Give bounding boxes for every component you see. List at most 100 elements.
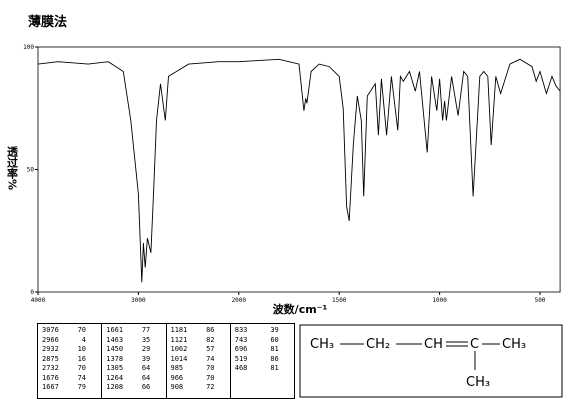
group: CH₃: [502, 337, 526, 352]
transmittance: 64: [141, 373, 151, 382]
transmittance: 74: [77, 373, 86, 382]
wavenumber: 3076: [42, 326, 59, 334]
table-column: 3076 70 2966 4 2932 10 2875 16 2732 70 1676 74 1667 7…: [38, 324, 103, 398]
table-row: 743 60: [235, 336, 279, 346]
transmittance: 29: [141, 345, 151, 353]
y-label: 透过率%: [6, 146, 19, 190]
x-tick-label: 1000: [432, 297, 447, 304]
wavenumber: 908: [170, 383, 184, 391]
structure: CH₃ CH₂ CH C CH₃ CH₃: [299, 324, 563, 398]
wavenumber: 1208: [106, 383, 124, 391]
wavenumber: 966: [170, 373, 184, 382]
transmittance: 86: [206, 326, 215, 334]
wavenumber: 743: [234, 335, 248, 344]
transmittance: 57: [206, 345, 215, 353]
table-row: 1181 86: [171, 326, 215, 336]
group: CH₃: [310, 337, 334, 352]
table-row: 1378 39: [106, 355, 150, 365]
wavenumber: 1014: [170, 354, 188, 363]
wavenumber: 696: [234, 345, 248, 353]
transmittance: 82: [206, 335, 215, 344]
table-row: 2732 70: [42, 364, 86, 374]
transmittance: 77: [141, 326, 151, 334]
transmittance: 70: [206, 364, 215, 372]
wavenumber: 1676: [42, 373, 59, 382]
peak-table: 3076 70 2966 4 2932 10 2875 16 2732 70 1676 74 1667 7…: [37, 323, 295, 399]
y-tick-label: 100: [23, 44, 34, 51]
table-row: 966 70: [171, 374, 215, 384]
wavenumber: 1463: [106, 335, 124, 344]
wavenumber: 468: [234, 364, 248, 372]
transmittance: 39: [270, 326, 279, 334]
table-row: 2966 4: [42, 336, 86, 346]
table-row: 1450 29: [106, 345, 150, 355]
table-row: 1062 57: [171, 345, 215, 355]
wavenumber: 2732: [42, 364, 59, 372]
wavenumber: 1450: [106, 345, 124, 353]
wavenumber: 1667: [42, 383, 59, 391]
group: C: [470, 337, 479, 352]
table-row: 1676 74: [42, 374, 86, 384]
table-row: 2932 10: [42, 345, 86, 355]
table-row: 985 70: [171, 364, 215, 374]
table-row: 696 81: [235, 345, 279, 355]
structure-box: [299, 324, 563, 398]
table-row: 908 72: [171, 383, 215, 393]
title: 薄膜法: [28, 14, 67, 30]
table-column: 1181 86 1121 82 1062 57 1014 74 985 70 966 70 908 72: [167, 324, 231, 398]
y-tick-label: 0: [30, 289, 34, 296]
table-row: 1014 74: [171, 355, 215, 365]
transmittance: 72: [206, 383, 215, 391]
table-row: 1121 82: [171, 336, 215, 346]
table-row: 1661 77: [106, 326, 150, 336]
y-tick-label: 50: [27, 167, 35, 174]
wavenumber: 1062: [170, 345, 188, 353]
transmittance: 81: [270, 364, 279, 372]
wavenumber: 1264: [106, 373, 124, 382]
group: CH₂: [366, 337, 390, 352]
table-row: 468 81: [235, 364, 279, 374]
transmittance: 70: [206, 373, 215, 382]
table-row: 519 86: [235, 355, 279, 365]
table-row: 1264 64: [106, 374, 150, 384]
table-row: 1667 79: [42, 383, 86, 393]
transmittance: 10: [77, 345, 86, 353]
table-row: 3076 70: [42, 326, 86, 336]
wavenumber: 833: [234, 326, 248, 334]
plot-frame: [37, 46, 561, 293]
group: CH: [424, 337, 443, 352]
transmittance: 74: [206, 354, 215, 363]
table-row: 1305 64: [106, 364, 150, 374]
x-tick-label: 2000: [232, 297, 247, 304]
transmittance: 4: [81, 335, 86, 344]
wavenumber: 1181: [170, 326, 188, 334]
table-column: 1661 77 1463 35 1450 29 1378 39 1305 64 1264 64 1208…: [102, 324, 167, 398]
transmittance: 39: [141, 354, 151, 363]
spectrum-line: [37, 58, 561, 283]
transmittance: 64: [141, 364, 151, 372]
transmittance: 70: [77, 364, 86, 372]
group: CH₃: [466, 375, 490, 390]
x-tick-label: 500: [535, 297, 546, 304]
transmittance: 35: [141, 335, 151, 344]
table-row: 2875 16: [42, 355, 86, 365]
wavenumber: 2932: [42, 345, 59, 353]
x-tick-label: 3000: [131, 297, 146, 304]
transmittance: 60: [270, 335, 279, 344]
wavenumber: 519: [234, 354, 248, 363]
x-tick-label: 1500: [332, 297, 347, 304]
wavenumber: 985: [170, 364, 184, 372]
transmittance: 16: [77, 354, 86, 363]
x-label: 波数/cm⁻¹: [273, 302, 328, 316]
transmittance: 70: [77, 326, 86, 334]
wavenumber: 1378: [106, 354, 124, 363]
wavenumber: 1661: [106, 326, 124, 334]
wavenumber: 1121: [170, 335, 188, 344]
wavenumber: 1305: [106, 364, 124, 372]
table-row: 1208 66: [106, 383, 150, 393]
wavenumber: 2966: [42, 335, 59, 344]
transmittance: 79: [77, 383, 86, 391]
transmittance: 81: [270, 345, 279, 353]
x-tick-label: 4000: [31, 297, 46, 304]
